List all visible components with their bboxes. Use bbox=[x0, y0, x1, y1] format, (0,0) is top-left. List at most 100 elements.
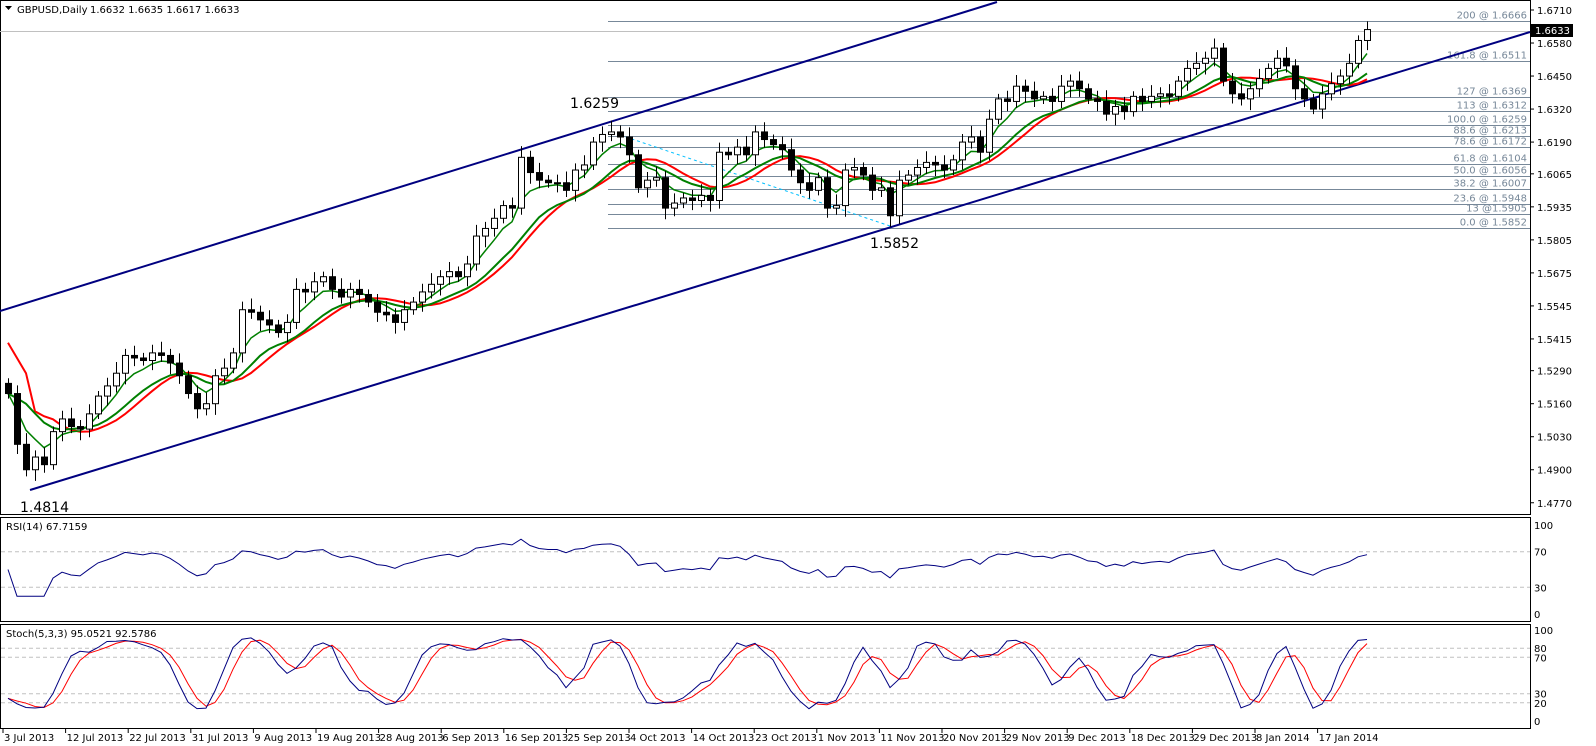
ohlc-values: 1.6632 1.6635 1.6617 1.6633 bbox=[90, 5, 240, 16]
candle-body bbox=[932, 161, 939, 166]
candle-body bbox=[1184, 67, 1191, 82]
candle-body bbox=[581, 164, 588, 171]
candle-body bbox=[1058, 85, 1065, 102]
candle-body bbox=[311, 281, 318, 293]
candle-body bbox=[698, 194, 705, 201]
date-tick-label: 11 Nov 2013 bbox=[880, 733, 944, 744]
candle-body bbox=[608, 131, 615, 135]
candle-body bbox=[797, 169, 804, 184]
trend-channel[interactable] bbox=[0, 1, 1531, 491]
stoch-tick-label: 80 bbox=[1534, 644, 1547, 655]
candle-body bbox=[959, 141, 966, 161]
candle-body bbox=[914, 166, 921, 176]
swing-low-annotation: 1.4814 bbox=[20, 500, 69, 516]
candle-body bbox=[50, 431, 57, 466]
candle-body bbox=[869, 174, 876, 191]
fib-label: 50.0 @ 1.6056 bbox=[1453, 166, 1527, 177]
candle-body bbox=[248, 309, 255, 313]
candle-body bbox=[1085, 88, 1092, 100]
candle-body bbox=[185, 375, 192, 395]
candle-body bbox=[1139, 95, 1146, 102]
price-tick-label: 1.5030 bbox=[1537, 433, 1572, 444]
date-tick-label: 29 Dec 2013 bbox=[1193, 733, 1257, 744]
stoch-tick-label: 30 bbox=[1534, 690, 1547, 701]
date-tick-label: 14 Oct 2013 bbox=[693, 733, 755, 744]
date-tick-label: 4 Oct 2013 bbox=[630, 733, 685, 744]
candle-body bbox=[1220, 47, 1227, 82]
candle-body bbox=[842, 169, 849, 207]
panel-frames bbox=[0, 0, 1531, 729]
candle-body bbox=[1067, 80, 1074, 87]
fib-label: 100.0 @ 1.6259 bbox=[1447, 115, 1527, 126]
candle-body bbox=[1022, 85, 1029, 92]
low-annotation: 1.5852 bbox=[870, 236, 919, 252]
candle-body bbox=[338, 288, 345, 298]
candle-body bbox=[563, 182, 570, 191]
candle-body bbox=[14, 393, 21, 445]
fib-label: 78.6 @ 1.6172 bbox=[1453, 137, 1527, 148]
candle-body bbox=[1112, 106, 1119, 115]
fibonacci-levels[interactable]: 200 @ 1.6666 161.8 @ 1.6511 127 @ 1.6369 11… bbox=[0, 11, 1530, 229]
candle-body bbox=[977, 136, 984, 153]
candle-body bbox=[617, 131, 624, 138]
candle-body bbox=[860, 166, 867, 176]
candle-body bbox=[1247, 88, 1254, 100]
candle-body bbox=[419, 291, 426, 303]
candle-body bbox=[1256, 78, 1263, 90]
candle-body bbox=[401, 309, 408, 323]
candle-body bbox=[446, 271, 453, 278]
date-tick-label: 28 Aug 2013 bbox=[380, 733, 444, 744]
candle-body bbox=[1337, 75, 1344, 85]
dropdown-triangle-icon[interactable] bbox=[5, 6, 12, 10]
candle-body bbox=[518, 156, 525, 209]
candle-body bbox=[806, 182, 813, 191]
date-tick-label: 25 Sep 2013 bbox=[567, 733, 630, 744]
date-axis[interactable]: 3 Jul 2013 12 Jul 2013 22 Jul 2013 31 Jul 2… bbox=[2, 729, 1379, 744]
date-tick-label: 29 Nov 2013 bbox=[1006, 733, 1070, 744]
fib-label: 113 @ 1.6312 bbox=[1457, 101, 1527, 112]
candle-body bbox=[122, 354, 129, 374]
price-tick-label: 1.5160 bbox=[1537, 400, 1572, 411]
stoch-main-line bbox=[7, 637, 1368, 710]
candle-body bbox=[680, 197, 687, 204]
price-tick-label: 1.6190 bbox=[1537, 138, 1572, 149]
symbol-label: GBPUSD,Daily bbox=[17, 5, 88, 16]
candle-body bbox=[392, 314, 399, 323]
candle-body bbox=[1211, 47, 1218, 59]
candle-body bbox=[284, 321, 291, 334]
candle-body bbox=[149, 352, 156, 362]
price-tick-label: 1.5805 bbox=[1537, 236, 1572, 247]
candle-body bbox=[509, 205, 516, 209]
candle-body bbox=[68, 418, 75, 428]
candle-body bbox=[329, 276, 336, 290]
price-tick-label: 1.6450 bbox=[1537, 72, 1572, 83]
current-price-box bbox=[1531, 24, 1573, 37]
rsi-tick-label: 100 bbox=[1534, 521, 1553, 532]
candle-body bbox=[176, 362, 183, 377]
candle-body bbox=[95, 395, 102, 415]
channel-upper-line bbox=[0, 1, 998, 312]
price-tick-label: 1.6710 bbox=[1537, 6, 1572, 17]
rsi-line bbox=[7, 538, 1368, 597]
candle-body bbox=[1031, 90, 1038, 100]
candle-body bbox=[23, 443, 30, 471]
candle-body bbox=[527, 156, 534, 174]
price-tick-label: 1.6320 bbox=[1537, 105, 1572, 116]
date-tick-label: 17 Jan 2014 bbox=[1319, 733, 1379, 744]
price-axis[interactable]: 1.6710 1.6580 1.6450 1.6320 1.6190 1.6065 1.59… bbox=[1530, 6, 1573, 510]
candle-body bbox=[1265, 67, 1272, 80]
green-fast-moving-average-line bbox=[7, 53, 1368, 449]
candle-body bbox=[1076, 80, 1083, 90]
stoch-tick-label: 70 bbox=[1534, 653, 1547, 664]
candle-body bbox=[878, 187, 885, 191]
rsi-tick-label: 0 bbox=[1534, 610, 1540, 621]
price-tick-label: 1.5935 bbox=[1537, 203, 1572, 214]
candle-body bbox=[320, 276, 327, 283]
candle-body bbox=[1355, 39, 1362, 64]
date-tick-label: 18 Dec 2013 bbox=[1131, 733, 1195, 744]
candle-body bbox=[725, 151, 732, 156]
candle-body bbox=[212, 375, 219, 405]
candle-body bbox=[464, 263, 471, 278]
